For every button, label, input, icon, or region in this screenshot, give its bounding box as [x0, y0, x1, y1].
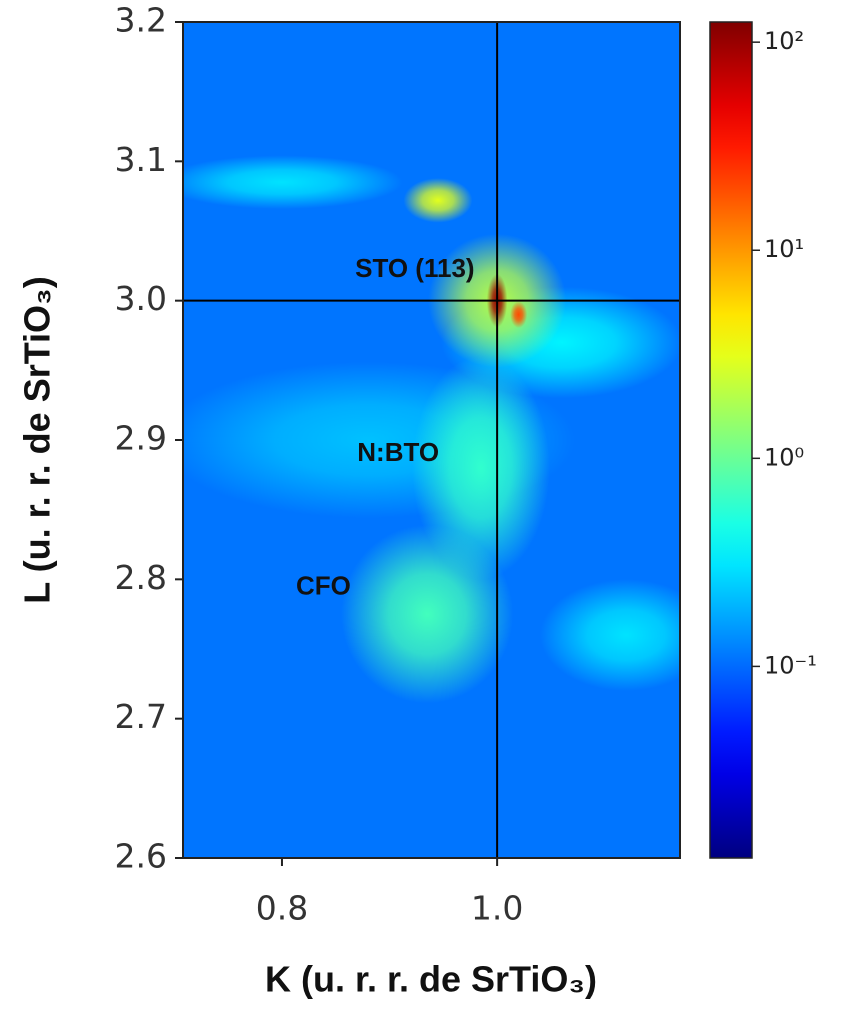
intensity-peak: [510, 301, 528, 328]
intensity-peak: [341, 524, 514, 704]
colorbar: [709, 21, 753, 859]
y-axis-label: L (u. r. r. de SrTiO₃): [17, 276, 58, 603]
y-tick-label: 2.6: [115, 837, 167, 876]
y-tick-label: 2.9: [115, 419, 167, 458]
x-tick-label: 0.8: [256, 889, 308, 928]
y-tick-label: 2.7: [115, 697, 167, 736]
colorbar-tick-label: 10⁻¹: [764, 651, 817, 679]
x-tick-label: 1.0: [471, 889, 523, 928]
y-tick-label: 2.8: [115, 558, 167, 597]
intensity-peak: [412, 356, 550, 580]
y-tick-label: 3.2: [115, 1, 167, 40]
colorbar-tick-label: 10⁰: [764, 443, 804, 471]
intensity-peak: [540, 579, 680, 691]
y-tick-label: 3.0: [115, 279, 167, 318]
x-axis-label: K (u. r. r. de SrTiO₃): [265, 959, 597, 1000]
plot-area: [183, 22, 680, 858]
colorbar-tick-label: 10¹: [764, 235, 804, 263]
y-tick-label: 3.1: [115, 140, 167, 179]
intensity-peak: [183, 155, 403, 209]
intensity-peak: [403, 178, 473, 223]
annotation: CFO: [296, 571, 351, 601]
annotation: N:BTO: [357, 437, 439, 467]
annotation: STO (113): [355, 253, 474, 283]
colorbar-tick-label: 10²: [764, 27, 804, 55]
